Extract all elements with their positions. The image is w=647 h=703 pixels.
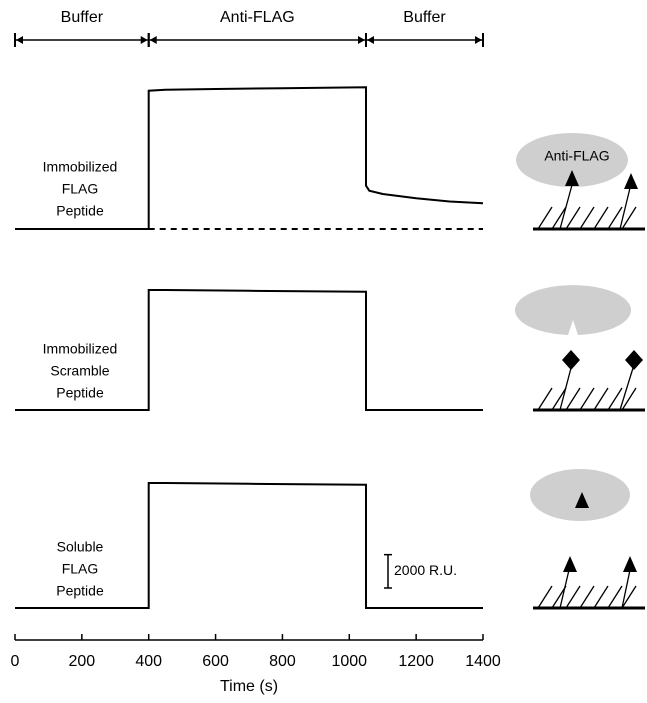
panel-label: Immobilized [43, 341, 118, 357]
x-tick-label: 1400 [465, 653, 501, 670]
phase-arrow [150, 36, 157, 44]
x-tick-label: 400 [135, 653, 162, 670]
schematic-scramble [515, 285, 645, 410]
phase-arrow [367, 36, 374, 44]
figure: Anti-FLAG Buffer Anti-FLAG Buffer Immobiliz… [0, 0, 647, 698]
panel-label: Soluble [57, 539, 104, 555]
phase-label: Buffer [61, 9, 104, 26]
panel-label: Peptide [56, 203, 104, 219]
panel-label: FLAG [62, 561, 99, 577]
phase-arrow [141, 36, 148, 44]
phase-label: Anti-FLAG [220, 9, 295, 26]
x-tick-label: 1200 [398, 653, 434, 670]
x-tick-label: 200 [69, 653, 96, 670]
x-tick-label: 600 [202, 653, 229, 670]
panel-label: Peptide [56, 583, 104, 599]
scale-label: 2000 R.U. [394, 562, 457, 578]
x-tick-label: 800 [269, 653, 296, 670]
panel-label: Scramble [50, 363, 109, 379]
x-axis-label: Time (s) [220, 678, 278, 695]
x-tick-label: 0 [11, 653, 20, 670]
phase-arrow [358, 36, 365, 44]
schematic-bound: Anti-FLAG [516, 133, 645, 229]
phase-arrow [475, 36, 482, 44]
x-tick-label: 1000 [331, 653, 367, 670]
phase-arrow [16, 36, 23, 44]
schematic-label: Anti-FLAG [544, 148, 609, 164]
schematic-soluble [530, 469, 645, 608]
phase-label: Buffer [403, 9, 446, 26]
panel-label: Immobilized [43, 159, 118, 175]
panel-label: FLAG [62, 181, 99, 197]
panel-label: Peptide [56, 385, 104, 401]
